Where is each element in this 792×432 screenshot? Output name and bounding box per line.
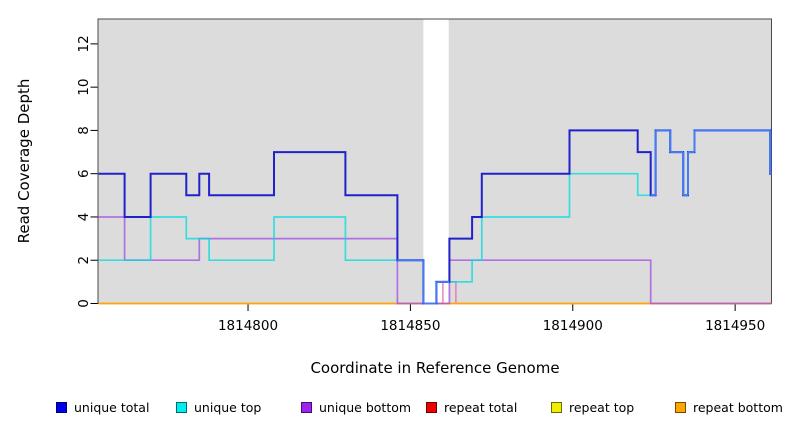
- y-axis-title: Read Coverage Depth: [15, 78, 33, 244]
- legend-label-unique-bottom: unique bottom: [319, 399, 412, 415]
- y-tick-label: 2: [76, 256, 92, 265]
- legend-item-repeat-bottom: repeat bottom: [675, 399, 783, 415]
- y-tick-label: 6: [76, 169, 92, 178]
- x-tick-label: 1814800: [218, 318, 278, 334]
- x-tick-label: 1814850: [380, 318, 440, 334]
- legend-swatch-repeat-top: [551, 401, 562, 413]
- series-line-unique-bottom: [98, 216, 772, 305]
- legend-swatch-unique-top: [176, 401, 187, 413]
- legend-item-unique-top: unique top: [176, 399, 261, 415]
- legend-label-repeat-top: repeat top: [569, 399, 635, 415]
- legend-swatch-unique-bottom: [301, 401, 312, 413]
- y-tick-label: 8: [76, 126, 92, 135]
- series-line-overlap-highlight: [397, 129, 772, 305]
- y-tick-label: 12: [76, 35, 92, 52]
- legend-item-unique-total: unique total: [56, 399, 149, 415]
- legend-item-repeat-top: repeat top: [551, 399, 634, 415]
- legend-label-repeat-bottom: repeat bottom: [693, 399, 783, 415]
- legend: unique total unique top unique bottom repea…: [0, 399, 792, 417]
- legend-label-repeat-total: repeat total: [444, 399, 518, 415]
- legend-item-unique-bottom: unique bottom: [301, 399, 411, 415]
- x-tick-label: 1814950: [705, 318, 765, 334]
- y-tick-label: 4: [76, 213, 92, 222]
- legend-swatch-repeat-total: [426, 401, 437, 413]
- x-tick-label: 1814900: [543, 318, 603, 334]
- legend-label-unique-total: unique total: [74, 399, 150, 415]
- legend-label-unique-top: unique top: [194, 399, 262, 415]
- legend-swatch-unique-total: [56, 401, 67, 413]
- legend-item-repeat-total: repeat total: [426, 399, 517, 415]
- y-tick-label: 10: [76, 79, 92, 96]
- x-axis-title: Coordinate in Reference Genome: [310, 359, 560, 377]
- coverage-gap-mask: [423, 14, 449, 304]
- legend-swatch-repeat-bottom: [675, 401, 686, 413]
- y-tick-label: 0: [76, 299, 92, 308]
